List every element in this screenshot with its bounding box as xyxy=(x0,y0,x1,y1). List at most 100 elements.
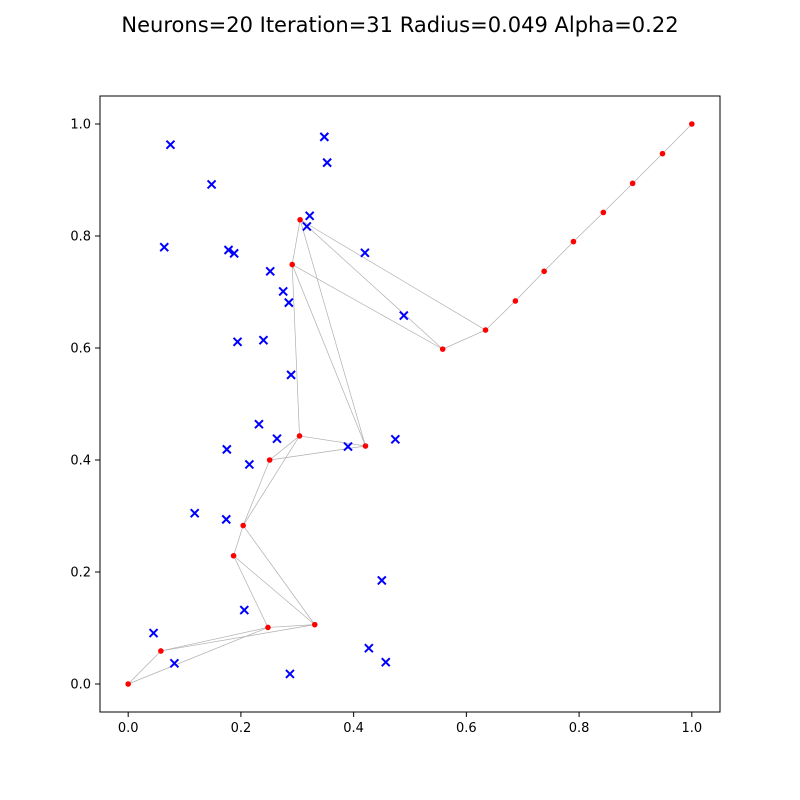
sample-point xyxy=(232,337,243,347)
neuron-point xyxy=(541,268,547,275)
neuron-link xyxy=(242,435,300,526)
neuron-link xyxy=(603,183,633,213)
x-tick-label: 0.4 xyxy=(343,721,364,736)
neuron-link xyxy=(291,219,301,265)
x-tick-label: 0.2 xyxy=(231,721,252,736)
sample-point xyxy=(360,248,370,258)
sample-point xyxy=(239,605,249,615)
y-tick-label: 0.2 xyxy=(70,566,91,581)
y-tick-label: 1.0 xyxy=(70,118,91,133)
neuron-point xyxy=(158,648,164,654)
neuron-link xyxy=(515,271,545,302)
neuron-point xyxy=(311,621,318,628)
sample-point xyxy=(399,310,409,321)
x-tick-label: 0.0 xyxy=(118,721,139,736)
neuron-link xyxy=(242,459,270,526)
sample-point xyxy=(284,297,294,308)
neuron-point xyxy=(629,180,636,187)
sample-point xyxy=(278,286,288,297)
x-tick-label: 0.6 xyxy=(456,721,477,736)
plot-area xyxy=(125,121,695,687)
neuron-link xyxy=(299,219,486,331)
neuron-point xyxy=(297,216,303,223)
sample-point xyxy=(286,370,296,380)
sample-point xyxy=(244,459,255,470)
neuron-connections xyxy=(127,123,693,685)
sample-point xyxy=(148,628,159,638)
x-axis: 0.0 0.2 0.4 0.6 0.8 1.0 xyxy=(118,712,702,736)
sample-point xyxy=(229,248,239,259)
neuron-point xyxy=(265,624,271,631)
neuron-link xyxy=(233,555,269,628)
neuron-link xyxy=(267,624,315,628)
neuron-point xyxy=(362,443,369,449)
sample-point xyxy=(222,444,232,455)
sample-point xyxy=(302,221,312,232)
y-tick-label: 0.6 xyxy=(70,342,91,357)
neuron-link xyxy=(442,329,486,350)
neuron-link xyxy=(299,219,443,350)
y-tick-label: 0.4 xyxy=(70,454,91,469)
neuron-link xyxy=(269,435,300,461)
sample-point xyxy=(381,657,391,667)
sample-point xyxy=(159,242,169,252)
neuron-point xyxy=(266,457,273,463)
chart-title: Neurons=20 Iteration=31 Radius=0.049 Alp… xyxy=(121,13,678,37)
neuron-link xyxy=(299,219,366,447)
sample-point xyxy=(285,669,295,679)
sample-point xyxy=(322,157,332,168)
neuron-point xyxy=(230,552,237,559)
sample-point xyxy=(189,508,200,518)
sample-point xyxy=(377,575,387,586)
y-axis: 0.0 0.2 0.4 0.6 0.8 1.0 xyxy=(70,118,100,693)
neuron-link xyxy=(292,264,443,350)
sample-point xyxy=(304,211,315,221)
neuron-point xyxy=(689,121,695,127)
sample-point xyxy=(223,245,234,255)
neuron-point xyxy=(289,261,296,268)
y-tick-label: 0.0 xyxy=(70,678,91,693)
neuron-link xyxy=(160,624,315,652)
neuron-point xyxy=(439,346,446,352)
neuron-points xyxy=(125,121,695,687)
sample-point xyxy=(343,441,353,452)
neuron-point xyxy=(600,209,607,216)
neuron-point xyxy=(482,327,489,333)
neuron-link xyxy=(543,241,574,272)
neuron-link xyxy=(242,525,316,625)
neuron-link xyxy=(291,264,366,447)
sample-point xyxy=(364,643,374,653)
neuron-point xyxy=(240,522,246,529)
sample-point xyxy=(319,132,330,142)
sample-points xyxy=(148,132,409,679)
neuron-point xyxy=(659,150,666,157)
x-tick-label: 0.8 xyxy=(569,721,590,736)
neuron-point xyxy=(512,298,519,304)
neuron-link xyxy=(662,123,693,154)
sample-point xyxy=(272,434,282,444)
sample-point xyxy=(265,266,275,276)
neuron-link xyxy=(233,555,315,625)
x-tick-label: 1.0 xyxy=(681,721,702,736)
neuron-link xyxy=(573,212,604,242)
neuron-link xyxy=(299,435,366,447)
sample-point xyxy=(165,140,176,150)
sample-point xyxy=(390,434,401,444)
y-tick-label: 0.8 xyxy=(70,230,91,245)
neuron-link xyxy=(632,153,663,184)
neuron-point xyxy=(125,681,131,687)
sample-point xyxy=(206,179,217,190)
neuron-link xyxy=(291,264,300,436)
sample-point xyxy=(169,658,180,668)
neuron-link xyxy=(485,300,516,331)
sample-point xyxy=(254,419,264,429)
neuron-link xyxy=(233,525,244,556)
sample-point xyxy=(221,514,231,525)
neuron-link xyxy=(160,627,269,652)
neuron-point xyxy=(296,433,303,439)
sample-point xyxy=(258,335,269,345)
plot-frame xyxy=(99,95,721,713)
neuron-link xyxy=(127,650,162,685)
neuron-point xyxy=(570,238,577,245)
